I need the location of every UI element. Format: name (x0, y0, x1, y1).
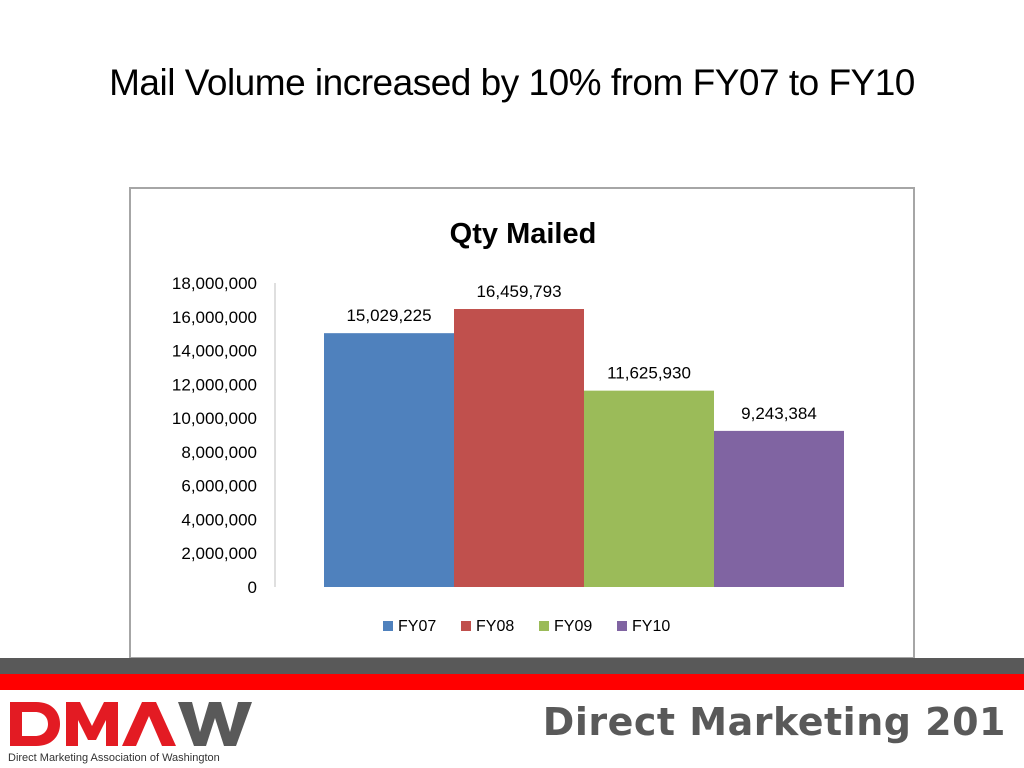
y-tick-label: 16,000,000 (172, 308, 257, 327)
y-tick-label: 8,000,000 (181, 443, 257, 462)
legend-label-fy08: FY08 (476, 618, 514, 635)
footer-gray-band (0, 658, 1024, 674)
logo-subtitle: Direct Marketing Association of Washingt… (8, 752, 220, 764)
chart-title: Qty Mailed (450, 218, 597, 250)
legend-label-fy10: FY10 (632, 618, 670, 635)
y-tick-label: 6,000,000 (181, 477, 257, 496)
legend-swatch-fy07 (383, 621, 393, 631)
footer-red-band (0, 674, 1024, 690)
y-tick-label: 4,000,000 (181, 510, 257, 529)
legend-label-fy09: FY09 (554, 618, 592, 635)
y-axis-ticks: 18,000,000 16,000,000 14,000,000 12,000,000… (172, 274, 257, 597)
chart-frame: Qty Mailed 18,000,000 16,000,000 14,000,00… (129, 187, 915, 659)
bar-data-labels: 15,029,225 16,459,793 11,625,930 9,243,384 (346, 282, 816, 423)
bar-fy10 (714, 430, 844, 587)
course-title: Direct Marketing 201 (542, 700, 1006, 744)
data-label-fy07: 15,029,225 (346, 306, 431, 325)
data-label-fy08: 16,459,793 (476, 282, 561, 301)
bar-fy09 (584, 390, 714, 587)
dmaw-logo: Direct Marketing Association of Washingt… (8, 698, 258, 768)
legend: FY07 FY08 FY09 FY10 (383, 618, 670, 635)
y-tick-label: 14,000,000 (172, 342, 257, 361)
legend-swatch-fy08 (461, 621, 471, 631)
y-tick-label: 2,000,000 (181, 544, 257, 563)
legend-label-fy07: FY07 (398, 618, 436, 635)
y-tick-label: 10,000,000 (172, 409, 257, 428)
slide-title: Mail Volume increased by 10% from FY07 t… (109, 62, 915, 103)
legend-swatch-fy10 (617, 621, 627, 631)
dmaw-logo-mark (10, 702, 252, 746)
bars (324, 309, 844, 587)
y-tick-label: 18,000,000 (172, 274, 257, 293)
bar-chart: Qty Mailed 18,000,000 16,000,000 14,000,00… (172, 218, 844, 635)
data-label-fy10: 9,243,384 (741, 404, 817, 423)
legend-swatch-fy09 (539, 621, 549, 631)
data-label-fy09: 11,625,930 (607, 364, 691, 383)
y-tick-label: 12,000,000 (172, 375, 257, 394)
bar-fy07 (324, 333, 454, 587)
bar-fy08 (454, 309, 584, 587)
y-tick-label: 0 (248, 578, 257, 597)
